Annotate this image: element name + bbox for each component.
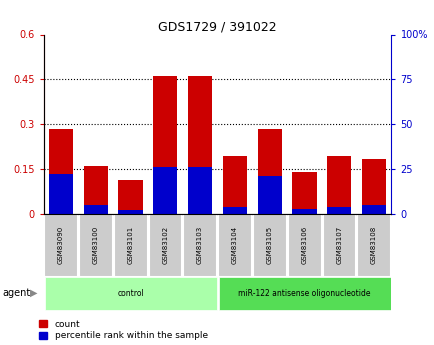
Bar xyxy=(118,179,142,214)
Bar xyxy=(153,167,177,214)
Bar xyxy=(187,76,212,214)
Bar xyxy=(79,214,112,276)
Bar xyxy=(326,156,351,214)
Bar xyxy=(322,214,355,276)
Text: GSM83090: GSM83090 xyxy=(58,226,64,264)
Bar xyxy=(114,214,146,276)
Text: GSM83103: GSM83103 xyxy=(197,226,203,264)
Bar xyxy=(153,76,177,214)
Bar xyxy=(253,214,285,276)
Text: GSM83100: GSM83100 xyxy=(92,226,99,264)
Bar xyxy=(257,129,281,214)
Text: GSM83106: GSM83106 xyxy=(301,226,307,264)
Bar xyxy=(187,167,212,214)
Bar xyxy=(83,205,108,214)
Bar xyxy=(83,166,108,214)
Text: ▶: ▶ xyxy=(30,288,37,298)
Legend: count, percentile rank within the sample: count, percentile rank within the sample xyxy=(39,320,207,341)
Bar xyxy=(45,277,217,310)
Bar xyxy=(49,175,73,214)
Text: GSM83108: GSM83108 xyxy=(370,226,376,264)
Bar xyxy=(218,277,391,310)
Text: GSM83107: GSM83107 xyxy=(335,226,342,264)
Bar xyxy=(183,214,216,276)
Text: GSM83101: GSM83101 xyxy=(127,226,133,264)
Text: GSM83105: GSM83105 xyxy=(266,226,272,264)
Text: agent: agent xyxy=(2,288,30,298)
Bar xyxy=(361,159,385,214)
Text: miR-122 antisense oligonucleotide: miR-122 antisense oligonucleotide xyxy=(238,289,370,298)
Title: GDS1729 / 391022: GDS1729 / 391022 xyxy=(158,20,276,33)
Bar xyxy=(44,214,77,276)
Text: GSM83104: GSM83104 xyxy=(231,226,237,264)
Text: GSM83102: GSM83102 xyxy=(162,226,168,264)
Bar xyxy=(118,210,142,214)
Bar xyxy=(357,214,389,276)
Bar xyxy=(222,156,247,214)
Bar xyxy=(292,172,316,214)
Text: control: control xyxy=(117,289,144,298)
Bar xyxy=(257,176,281,214)
Bar xyxy=(222,207,247,214)
Bar xyxy=(49,129,73,214)
Bar xyxy=(292,208,316,214)
Bar xyxy=(148,214,181,276)
Bar xyxy=(287,214,320,276)
Bar xyxy=(326,207,351,214)
Bar xyxy=(361,205,385,214)
Bar xyxy=(218,214,250,276)
